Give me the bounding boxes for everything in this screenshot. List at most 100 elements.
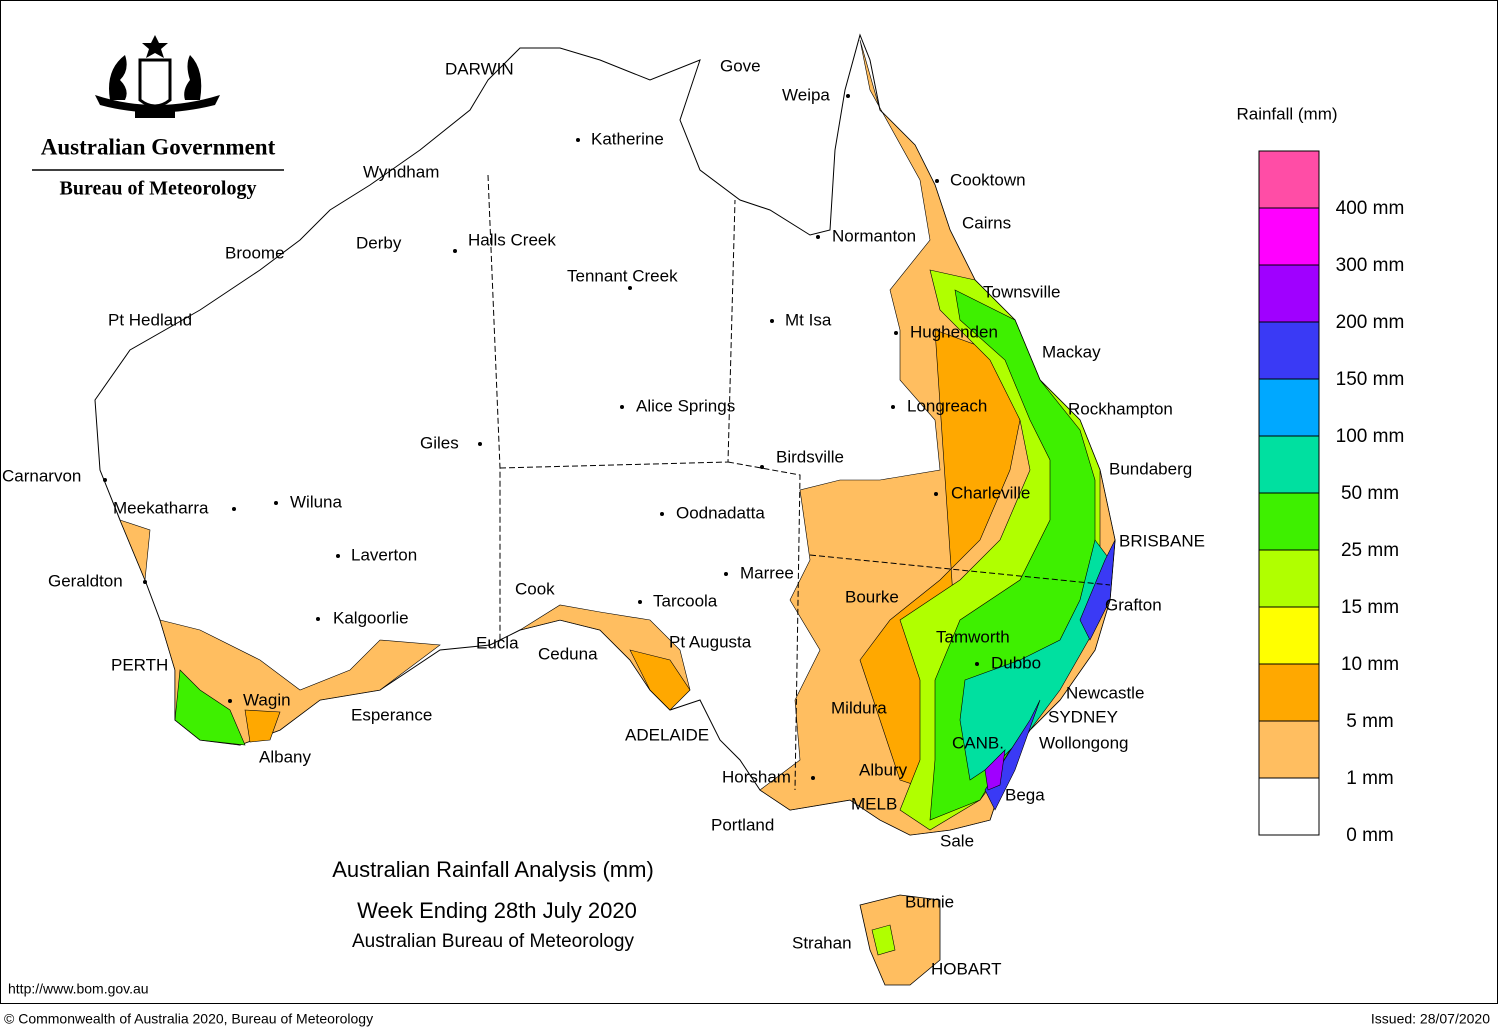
place-dot [891, 405, 895, 409]
place-label: HOBART [931, 959, 1002, 978]
place-label: Halls Creek [468, 230, 556, 249]
place-label: Broome [225, 243, 285, 262]
legend-swatch [1258, 435, 1320, 494]
legend-swatch [1258, 606, 1320, 665]
legend-swatch [1258, 321, 1320, 380]
legend-label: 0 mm [1346, 825, 1394, 846]
place-dot [934, 492, 938, 496]
issued-date: Issued: 28/07/2020 [1371, 1011, 1490, 1027]
place-label: Derby [356, 233, 402, 252]
place-label: Wagin [243, 690, 291, 709]
place-label: Mackay [1042, 342, 1101, 361]
place-label: Portland [711, 815, 774, 834]
government-name: Australian Government [41, 134, 276, 159]
place-dot [478, 442, 482, 446]
place-label: Kalgoorlie [333, 608, 409, 627]
place-label: Strahan [792, 933, 852, 952]
place-label: Mildura [831, 698, 887, 717]
place-dot [816, 235, 820, 239]
place-dot [620, 405, 624, 409]
place-dot [143, 580, 147, 584]
place-label: Pt Hedland [108, 310, 192, 329]
legend-label: 25 mm [1341, 540, 1399, 561]
legend-label: 150 mm [1336, 369, 1405, 390]
place-dot [453, 249, 457, 253]
place-label: Mt Isa [785, 310, 832, 329]
place-label: Pt Augusta [669, 632, 752, 651]
place-dot [228, 699, 232, 703]
place-label: Cooktown [950, 170, 1026, 189]
map-source: Australian Bureau of Meteorology [352, 931, 634, 952]
place-dot [770, 319, 774, 323]
tasmania-rain [871, 924, 896, 956]
legend-swatch [1258, 492, 1320, 551]
place-label: BRISBANE [1119, 531, 1205, 550]
place-dot [628, 286, 632, 290]
place-dot [274, 501, 278, 505]
place-label: Oodnadatta [676, 503, 765, 522]
place-label: Normanton [832, 226, 916, 245]
place-label: Weipa [782, 85, 830, 104]
place-label: Grafton [1105, 595, 1162, 614]
place-label: MELB [851, 794, 897, 813]
coat-of-arms [95, 35, 220, 118]
legend-swatch [1258, 150, 1320, 209]
place-label: Cairns [962, 213, 1011, 232]
legend-swatch [1258, 549, 1320, 608]
place-label: Katherine [591, 129, 664, 148]
place-label: SYDNEY [1048, 707, 1118, 726]
place-dot [103, 478, 107, 482]
place-label: Alice Springs [636, 396, 735, 415]
legend-label: 300 mm [1336, 255, 1405, 276]
place-label: Eucla [476, 633, 519, 652]
legend-label: 400 mm [1336, 198, 1405, 219]
place-dot [935, 179, 939, 183]
place-label: Esperance [351, 705, 432, 724]
place-label: Meekatharra [113, 498, 209, 517]
place-label: Wollongong [1039, 733, 1128, 752]
bureau-name: Bureau of Meteorology [59, 178, 256, 200]
place-label: Geraldton [48, 571, 123, 590]
place-label: Tennant Creek [567, 266, 678, 285]
state-borders [487, 174, 1111, 791]
place-label: Tamworth [936, 627, 1010, 646]
place-label: Wiluna [290, 492, 343, 511]
place-label: Sale [940, 831, 974, 850]
place-dot [811, 776, 815, 780]
place-dot [232, 507, 236, 511]
place-dot [316, 617, 320, 621]
legend-label: 1 mm [1346, 768, 1394, 789]
legend-swatch [1258, 207, 1320, 266]
place-dot [724, 572, 728, 576]
tasmania [859, 894, 941, 986]
map-subtitle: Week Ending 28th July 2020 [357, 898, 637, 923]
place-label: Hughenden [910, 322, 998, 341]
place-dot [894, 331, 898, 335]
legend-label: 15 mm [1341, 597, 1399, 618]
legend-label: 10 mm [1341, 654, 1399, 675]
place-label: Carnarvon [2, 466, 81, 485]
place-dot [975, 662, 979, 666]
legend-label: 200 mm [1336, 312, 1405, 333]
place-dot [576, 138, 580, 142]
place-label: Burnie [905, 892, 954, 911]
legend-swatch [1258, 264, 1320, 323]
legend-label: 50 mm [1341, 483, 1399, 504]
place-label: Dubbo [991, 653, 1041, 672]
place-label: PERTH [111, 655, 168, 674]
website[interactable]: http://www.bom.gov.au [8, 981, 149, 997]
legend-label: 100 mm [1336, 426, 1405, 447]
place-label: DARWIN [445, 59, 514, 78]
place-dot [660, 512, 664, 516]
place-label: ADELAIDE [625, 725, 709, 744]
place-label: Giles [420, 433, 459, 452]
legend-label: 5 mm [1346, 711, 1394, 732]
place-label: Bega [1005, 785, 1045, 804]
copyright: © Commonwealth of Australia 2020, Bureau… [4, 1011, 373, 1027]
place-label: Gove [720, 56, 761, 75]
place-label: Ceduna [538, 644, 598, 663]
rainfall-zones [119, 39, 1116, 836]
place-label: Laverton [351, 545, 417, 564]
place-label: Newcastle [1066, 683, 1144, 702]
